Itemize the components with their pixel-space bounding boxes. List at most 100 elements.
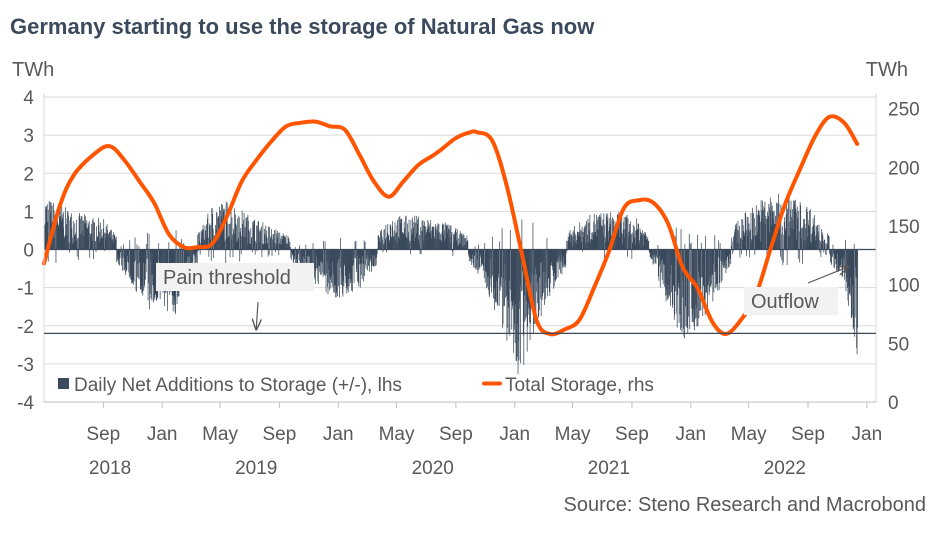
bar [247, 214, 249, 250]
bar [458, 246, 460, 250]
bar [851, 249, 853, 319]
bar [355, 240, 357, 250]
bar [252, 221, 254, 250]
bar [647, 237, 649, 250]
bar [299, 249, 301, 271]
bar [546, 238, 548, 250]
bar [280, 235, 282, 250]
bar [241, 210, 243, 250]
bar [552, 249, 554, 271]
bar [108, 234, 109, 250]
bar [66, 224, 67, 250]
bar [427, 219, 429, 250]
left-axis-unit: TWh [12, 59, 54, 81]
bar [317, 249, 319, 282]
bar [423, 240, 424, 250]
bar [719, 249, 720, 283]
bar [273, 237, 275, 250]
bar [803, 240, 805, 250]
bar [70, 216, 71, 250]
bar [733, 235, 735, 250]
bar [335, 249, 337, 298]
bar [330, 249, 332, 289]
bar [765, 224, 766, 250]
bar [364, 241, 366, 250]
bar [796, 206, 798, 250]
bar [736, 223, 737, 250]
bar [794, 199, 796, 250]
bar [737, 220, 739, 250]
bar [714, 249, 716, 289]
bar [374, 249, 376, 259]
bar [597, 228, 598, 250]
bar [753, 218, 755, 250]
bar [258, 229, 260, 250]
bar [368, 249, 369, 266]
bar [509, 229, 511, 250]
bar [617, 215, 619, 250]
bar [721, 249, 722, 263]
bar [325, 249, 326, 277]
bar [588, 222, 590, 250]
bar [684, 244, 686, 250]
bar [541, 249, 543, 300]
bar [585, 224, 587, 250]
bar [187, 249, 189, 258]
x-year-label: 2022 [764, 458, 806, 479]
bar [652, 249, 653, 256]
bar [656, 249, 658, 257]
bar [155, 249, 157, 295]
x-month-label: Jan [852, 424, 883, 445]
bar [578, 232, 580, 250]
bar [373, 249, 375, 267]
bar [340, 237, 341, 250]
bar [732, 249, 734, 254]
bar [287, 243, 288, 250]
bar [837, 249, 839, 273]
bar [188, 249, 190, 263]
bar [617, 215, 619, 250]
bar [68, 242, 70, 250]
bar [633, 226, 635, 250]
bar [659, 249, 661, 257]
bar [441, 232, 443, 250]
x-year-label: 2018 [89, 458, 131, 479]
bar [304, 249, 306, 263]
bar [804, 218, 805, 250]
bar [444, 240, 446, 250]
bar [453, 242, 455, 250]
bar [589, 230, 590, 250]
bar [62, 218, 64, 250]
bar [686, 249, 688, 328]
bar [78, 215, 80, 250]
bar [118, 249, 120, 265]
bar [95, 249, 97, 253]
bar [412, 217, 413, 250]
bar [284, 237, 286, 250]
bar [293, 249, 295, 266]
bar [73, 242, 75, 250]
bar [446, 225, 448, 250]
bar [472, 249, 474, 255]
pain-threshold-label: Pain threshold [163, 267, 291, 289]
pain-threshold-label-bg [156, 263, 314, 291]
bar [631, 249, 633, 259]
bar [223, 211, 225, 250]
bar [843, 249, 844, 268]
bar [362, 249, 364, 264]
bar [61, 206, 63, 250]
bar [568, 232, 570, 250]
bar [827, 233, 829, 250]
bar [73, 235, 75, 250]
bar [131, 249, 133, 282]
bar [539, 249, 541, 263]
bar [702, 249, 704, 286]
bar [284, 236, 285, 250]
bar [222, 219, 224, 250]
bar [247, 243, 248, 250]
bar [810, 241, 812, 250]
bar [439, 239, 441, 250]
bar [490, 249, 491, 259]
bar [329, 249, 331, 277]
bar [838, 249, 840, 268]
